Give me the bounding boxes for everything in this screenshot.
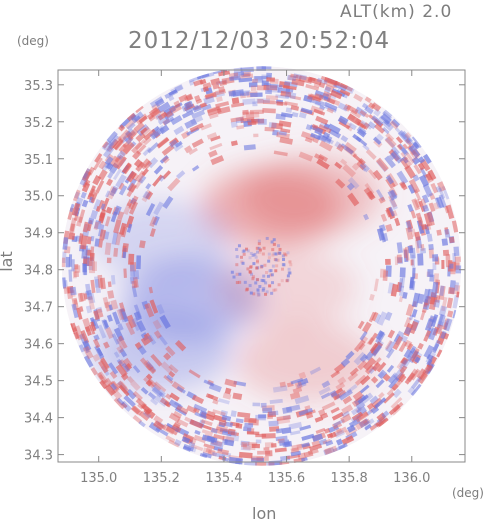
y-tick-label-6: 34.9 <box>24 227 53 242</box>
y-tick-label-5: 34.8 <box>24 264 53 279</box>
plot-border <box>57 69 466 463</box>
velocity-region-6 <box>235 322 376 403</box>
y-tick-label-1: 34.4 <box>24 412 53 427</box>
radar-plot-area <box>61 66 462 466</box>
x-tick-label-4: 135.8 <box>331 471 368 486</box>
velocity-regions <box>91 155 382 403</box>
y-tick-label-0: 34.3 <box>24 449 53 464</box>
x-tick-label-2: 135.4 <box>205 471 242 486</box>
radar-disc <box>61 66 462 466</box>
plot-frame <box>57 69 466 463</box>
velocity-region-7 <box>216 248 357 329</box>
x-unit-label: (deg) <box>452 486 484 500</box>
altitude-label: ALT(km) 2.0 <box>340 2 452 22</box>
y-tick-label-2: 34.5 <box>24 375 53 390</box>
echo-speckle <box>61 66 462 466</box>
x-tick-label-5: 136.0 <box>393 471 430 486</box>
velocity-region-2 <box>241 155 382 236</box>
altitude-value: 2.0 <box>422 2 453 22</box>
y-unit-label: (deg) <box>17 34 49 48</box>
altitude-label-text: ALT(km) <box>340 2 416 22</box>
y-tick-label-3: 34.6 <box>24 338 53 353</box>
y-tick-label-10: 35.3 <box>24 79 53 94</box>
y-tick-label-4: 34.7 <box>24 301 53 316</box>
velocity-region-5 <box>91 311 232 392</box>
x-axis-label: lon <box>252 504 277 523</box>
x-tick-label-1: 135.2 <box>143 471 180 486</box>
axis-ticks: 135.0 135.2 135.4 135.6 135.8 136.0 34.3 34.4 34… <box>24 70 465 486</box>
y-tick-label-8: 35.1 <box>24 153 53 168</box>
x-tick-label-3: 135.6 <box>268 471 305 486</box>
chart-title: 2012/12/03 20:52:04 <box>128 28 391 54</box>
center-clutter <box>230 236 293 297</box>
x-tick-label-0: 135.0 <box>80 471 117 486</box>
y-tick-label-7: 35.0 <box>24 190 53 205</box>
y-tick-label-9: 35.2 <box>24 116 53 131</box>
